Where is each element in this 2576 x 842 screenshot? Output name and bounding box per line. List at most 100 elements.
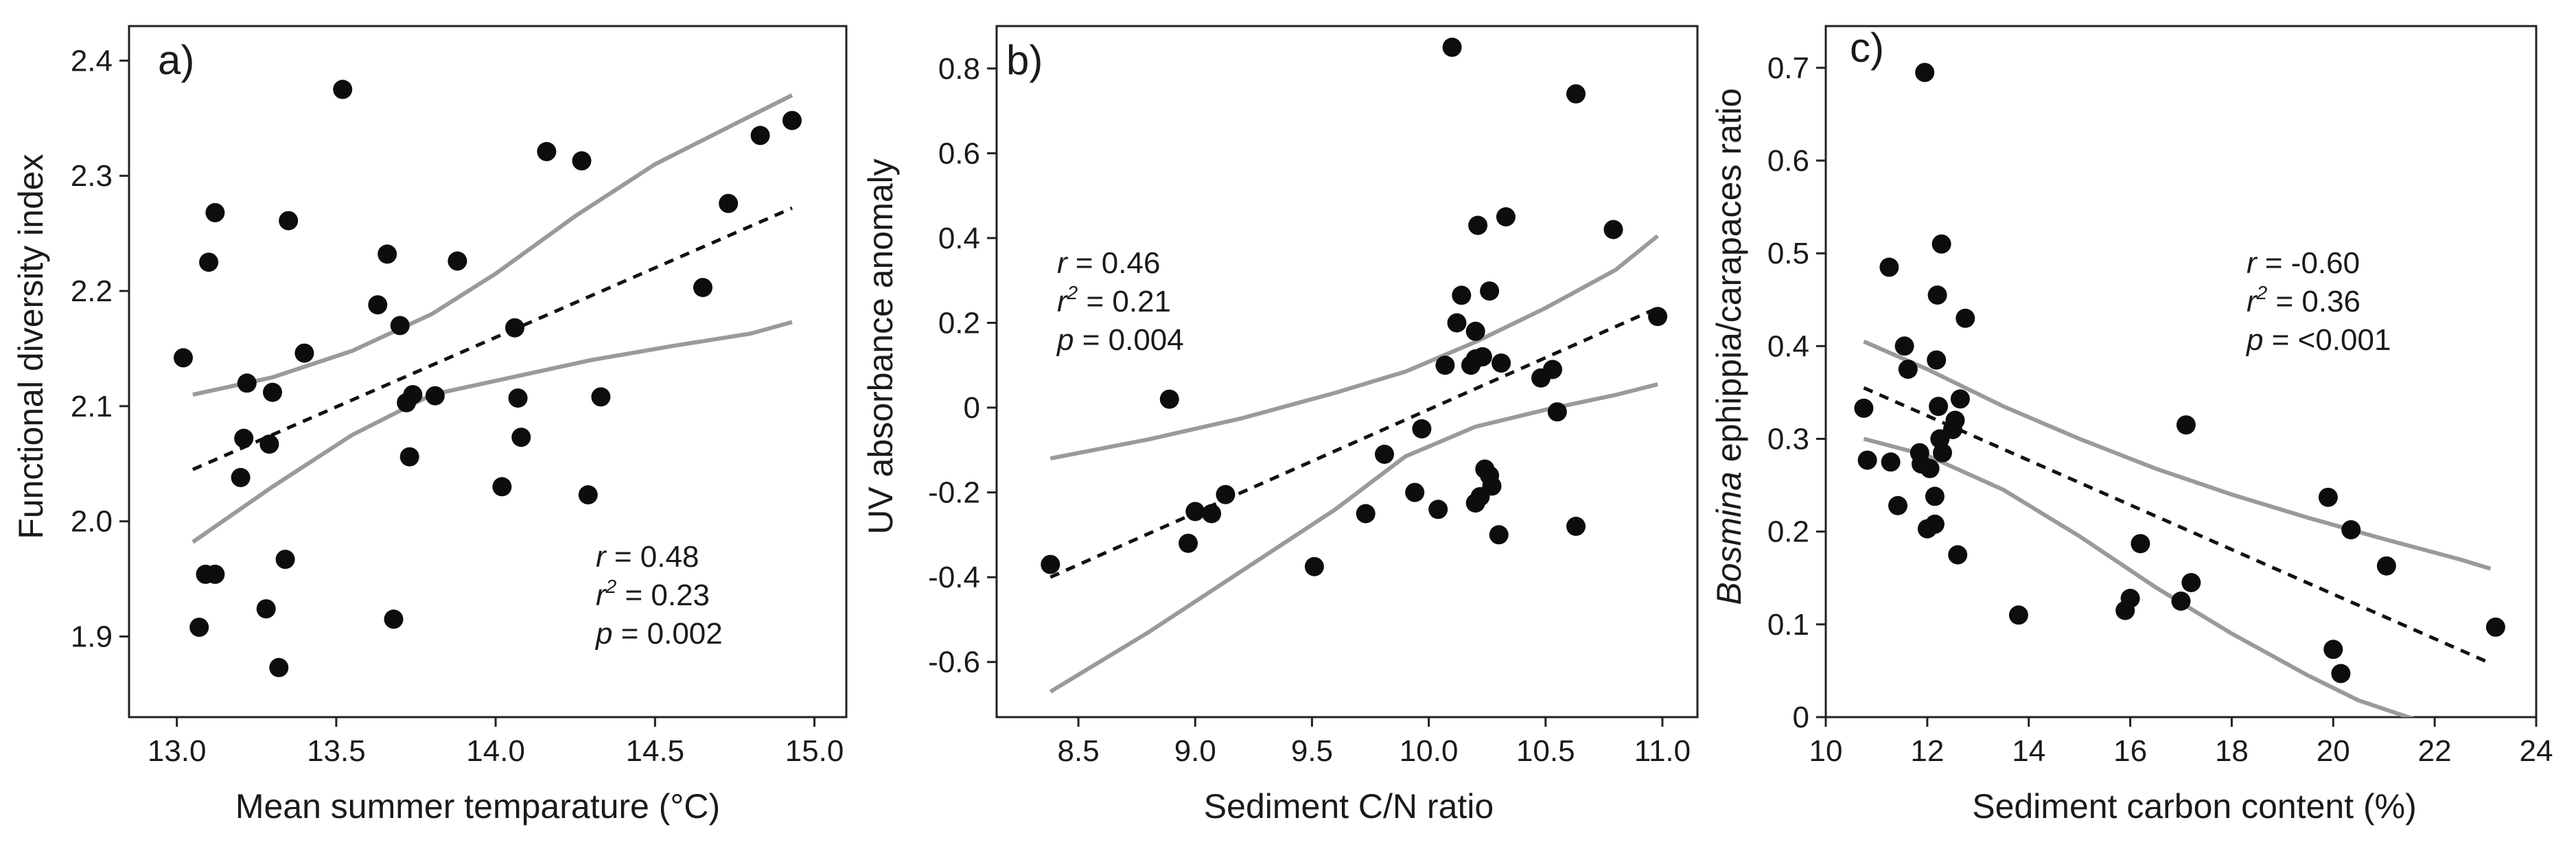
panel-c-p-value: = <0.001 — [2272, 323, 2391, 357]
panel-c-data-point — [2176, 415, 2196, 435]
panel-c-stats: r = -0.60 r2 = 0.36 p = <0.001 — [2245, 246, 2391, 357]
panel-b-y-tick-label: 0.4 — [938, 222, 980, 255]
panel-b: b) Sediment C/N ratio UV absorbance anom… — [861, 37, 1494, 826]
panel-c-regression-line — [1863, 386, 2492, 665]
panel-c-x-tick-label: 14 — [2012, 734, 2045, 768]
panel-c-y-tick-label: 0.1 — [1767, 608, 1809, 642]
panel-a-x-tick-label: 13.0 — [148, 734, 207, 768]
panel-c-ci-upper — [1863, 339, 2492, 571]
panel-b-r2-symbol: r — [1057, 285, 1069, 318]
panel-a-stats: r = 0.48 r2 = 0.23 p = 0.002 — [594, 540, 723, 651]
panel-b-r2-value: = 0.21 — [1086, 285, 1171, 318]
panel-b-data-point — [1482, 476, 1502, 496]
panel-a-data-point — [403, 385, 423, 405]
panel-a-data-point — [390, 316, 410, 336]
panel-c-y-tick-label: 0.6 — [1767, 144, 1809, 178]
panel-b-x-tick-label: 9.0 — [1174, 734, 1216, 768]
panel-a-x-axis-title: Mean summer temparature (°C) — [235, 787, 720, 826]
panel-a-data-point — [448, 251, 467, 271]
panel-a-data-point — [537, 141, 557, 161]
panel-c-r2-value: = 0.36 — [2275, 285, 2360, 318]
panel-c-data-point — [1854, 398, 1874, 418]
panel-c-x-tick-label: 18 — [2215, 734, 2249, 768]
panel-b-data-point — [1412, 419, 1432, 438]
panel-a-data-point — [719, 194, 739, 213]
panel-a-x-tick-label: 14.5 — [626, 734, 685, 768]
panel-c-x-tick-label: 20 — [2317, 734, 2350, 768]
panel-b-y-axis-title: UV absorbance anomaly — [861, 159, 900, 535]
panel-a-data-point — [231, 467, 251, 487]
panel-b-data-point — [1452, 285, 1472, 305]
panel-a-data-point — [693, 278, 712, 297]
panel-c-y-axis-title-rest: ephippia/carapaces ratio — [1710, 88, 1748, 462]
panel-b-data-point — [1442, 37, 1462, 57]
panel-a-r2-superscript: 2 — [605, 576, 617, 597]
panel-a-x-tick-label: 13.5 — [307, 734, 366, 768]
panel-a-x-tick-label: 14.0 — [466, 734, 525, 768]
panel-a-series — [192, 93, 793, 544]
svg-text:r2 = 0.36: r2 = 0.36 — [2247, 272, 2360, 318]
panel-b-r-symbol: r — [1057, 246, 1069, 280]
panel-a-x-tick-label: 15.0 — [785, 734, 844, 768]
panel-a-data-point — [199, 253, 219, 272]
panel-a-p-value: = 0.002 — [621, 617, 723, 651]
panel-b-data-point — [1543, 360, 1562, 379]
panel-b-series — [1049, 234, 1659, 694]
panel-c-r2-superscript: 2 — [2256, 282, 2268, 303]
panel-b-regression-line — [1049, 306, 1659, 579]
panel-b-data-point — [1216, 484, 1235, 504]
panel-b-x-tick-label: 11.0 — [1634, 734, 1691, 768]
panel-b-data-point — [1041, 554, 1060, 574]
panel-c-r2-symbol: r — [2247, 285, 2258, 318]
panel-c-data-point — [1950, 389, 1970, 409]
panel-b-data-point — [1496, 207, 1516, 226]
panel-a-data-point — [259, 434, 279, 454]
panel-a-data-point — [425, 386, 445, 406]
panel-c-data-point — [1945, 410, 1965, 430]
panel-c-y-tick-label: 0.3 — [1767, 422, 1809, 456]
panel-c-data-point — [2318, 487, 2338, 507]
panel-c-y-tick-label: 0.7 — [1767, 51, 1809, 85]
panel-c-x-tick-label: 22 — [2418, 734, 2452, 768]
panel-b-y-tick-label: -0.2 — [928, 476, 980, 510]
panel-c-data-point — [1879, 257, 1899, 277]
panel-b-y-tick-label: 0.2 — [938, 306, 980, 340]
panel-c-data-point — [1927, 350, 1947, 370]
panel-b-data-point — [1185, 502, 1205, 522]
panel-a-frame — [128, 25, 848, 718]
panel-a-data-point — [572, 151, 592, 171]
panel-b-data-point — [1603, 220, 1623, 239]
panel-c-data-point — [1948, 545, 1968, 565]
panel-c-data-point — [2181, 573, 2201, 592]
panel-a-y-tick-label: 2.0 — [71, 505, 113, 539]
panel-b-data-point — [1648, 307, 1668, 327]
panel-c-x-axis-title: Sediment carbon content (%) — [1972, 787, 2417, 826]
panel-b-x-tick-label: 8.5 — [1058, 734, 1100, 768]
panel-b-data-point — [1405, 482, 1425, 502]
panel-a-data-point — [237, 373, 257, 393]
panel-a-plot: 13.0 13.5 14.0 14.5 15.0 1.9 2.0 2.1 2.2 2.3 2.4 — [71, 25, 848, 768]
panel-a-r-value: = 0.48 — [614, 540, 699, 574]
panel-c-data-point — [2120, 589, 2140, 608]
panel-c-data-point — [2485, 617, 2505, 637]
panel-c-label: c) — [1850, 25, 1884, 71]
panel-a-y-tick-label: 2.3 — [71, 159, 113, 193]
panel-b-r-value: = 0.46 — [1076, 246, 1161, 280]
panel-b-ci-lower — [1049, 382, 1658, 694]
panel-b-frame — [995, 25, 1699, 718]
panel-b-data-point — [1179, 533, 1198, 553]
panel-c-data-point — [1888, 495, 1907, 515]
panel-a-data-point — [333, 80, 353, 100]
panel-b-label: b) — [1006, 37, 1043, 83]
panel-c-r-value: = -0.60 — [2265, 246, 2360, 280]
panel-a-data-point — [368, 295, 388, 315]
panel-a-data-point — [399, 447, 419, 467]
panel-b-data-point — [1472, 347, 1492, 366]
svg-text:r2 = 0.23: r2 = 0.23 — [596, 566, 710, 612]
panel-a-data-point — [378, 244, 397, 264]
panel-b-x-tick-label: 9.5 — [1291, 734, 1333, 768]
panel-a-data-point — [205, 202, 225, 222]
panel-c-y-tick-label: 0.5 — [1767, 237, 1809, 270]
svg-text:r2 = 0.21: r2 = 0.21 — [1057, 272, 1171, 318]
